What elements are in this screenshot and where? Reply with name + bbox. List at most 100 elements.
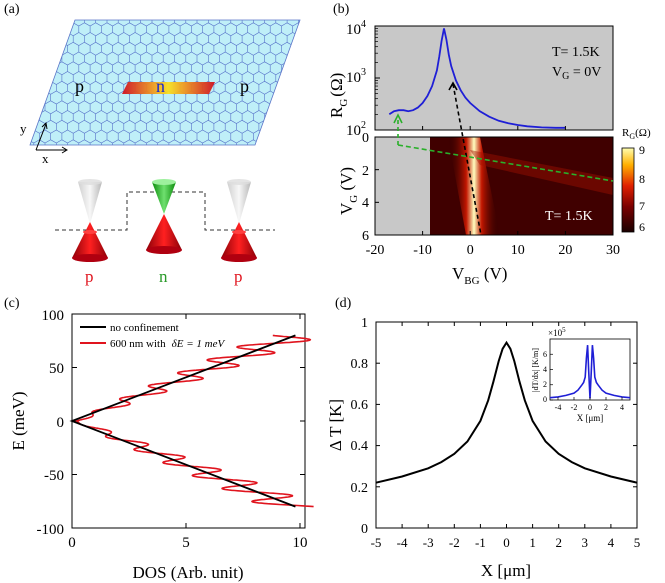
region-right-label: p xyxy=(240,76,249,96)
c-ytick-100: 100 xyxy=(42,308,65,324)
n-region-bar xyxy=(122,82,215,94)
c-legend-label-black: no confinement xyxy=(110,322,179,334)
green-dashed-guide xyxy=(397,144,614,182)
c-ylabel: E (meV) xyxy=(9,391,28,450)
d-xtick-1: 1 xyxy=(529,535,536,550)
d-inset-xtick-0: 0 xyxy=(588,403,592,412)
b-bottom-xtick-3: 10 xyxy=(511,243,525,258)
d-inset-ytick-4: 4 xyxy=(543,365,547,374)
b-bottom-xtick-5: 30 xyxy=(606,243,620,258)
b-bottom-ytick-0: 0 xyxy=(362,131,369,146)
d-ytick-0.8: 0.8 xyxy=(351,357,369,372)
d-xtick--3: -3 xyxy=(423,535,434,550)
d-inset-ticks xyxy=(550,353,623,401)
colorbar-tick-6: 6 xyxy=(639,220,645,234)
d-xtick--4: -4 xyxy=(397,535,408,550)
panel-label-d: (d) xyxy=(335,296,352,311)
xy-axes xyxy=(35,121,68,154)
d-inset-xlabel: X [μm] xyxy=(577,413,604,423)
d-ytick-1: 1 xyxy=(361,316,368,331)
d-ticks xyxy=(375,321,638,529)
axis-x-label: x xyxy=(42,151,49,166)
d-xtick-4: 4 xyxy=(608,535,615,550)
c-ytick-m100: -100 xyxy=(37,522,65,538)
cone-label-p-right: p xyxy=(234,267,243,286)
c-xtick-0: 0 xyxy=(68,535,76,551)
d-xtick--2: -2 xyxy=(449,535,460,550)
b-bottom-xtick-1: -10 xyxy=(413,243,432,258)
black-arrow-head xyxy=(448,81,458,91)
b-bottom-ytick-4: 4 xyxy=(362,196,369,211)
d-inset-ytick-6: 6 xyxy=(543,350,547,359)
region-left-label: p xyxy=(75,76,84,96)
d-inset-xtick-2: 2 xyxy=(604,403,608,412)
d-ylabel: Δ T [K] xyxy=(326,399,345,451)
b-top-vg: VG = 0V xyxy=(552,65,601,82)
panel-a-diagram: p n p y x p n p xyxy=(20,19,301,286)
panel-b-chart: 102 103 104 RG(Ω) T= 1.5K VG = 0V -20 -1… xyxy=(327,19,651,287)
dirac-cone-left xyxy=(72,179,108,262)
b-top-ytick-4: 104 xyxy=(346,19,366,38)
colorbar-tick-8: 8 xyxy=(639,172,645,186)
b-top-ylabel: RG(Ω) xyxy=(327,73,350,118)
panel-label-a: (a) xyxy=(4,2,20,17)
b-top-resistance-curve xyxy=(388,28,566,129)
d-ytick-0.4: 0.4 xyxy=(351,439,369,454)
b-bottom-xtick-4: 20 xyxy=(558,243,572,258)
b-top-temp: T= 1.5K xyxy=(552,45,600,60)
d-inset-ytick-0: 0 xyxy=(543,395,547,404)
c-xtick-10: 10 xyxy=(293,535,308,551)
b-bottom-temp: T= 1.5K xyxy=(545,209,593,224)
heatmap-diagonal xyxy=(470,150,613,195)
d-xtick--1: -1 xyxy=(475,535,486,550)
c-xlabel: DOS (Arb. unit) xyxy=(133,563,244,582)
d-ytick-0: 0 xyxy=(361,522,368,537)
region-center-label: n xyxy=(156,76,165,96)
dirac-cone-center xyxy=(146,179,182,254)
b-top-ticks xyxy=(374,25,614,131)
c-ticks xyxy=(71,313,305,529)
d-inset-ylabel: |dT/dx| [K/m] xyxy=(531,348,540,392)
d-inset-xtick-4: 4 xyxy=(620,403,624,412)
colorbar-tick-9: 9 xyxy=(639,143,645,157)
d-inset-scale: ×105 xyxy=(548,326,566,338)
dirac-cone-right xyxy=(221,179,257,262)
panel-label-c: (c) xyxy=(4,296,20,311)
cone-label-n: n xyxy=(159,267,168,286)
colorbar-title: RG(Ω) xyxy=(622,127,651,141)
c-ytick-m50: -50 xyxy=(44,468,64,484)
c-linear-dos-curve xyxy=(69,334,296,508)
c-ytick-0: 0 xyxy=(57,415,65,431)
d-ytick-0.2: 0.2 xyxy=(351,481,369,496)
b-bottom-xtick-0: -20 xyxy=(366,243,385,258)
c-confined-dos-curve xyxy=(74,334,314,508)
b-top-plot-area xyxy=(374,25,614,131)
d-xlabel: X [μm] xyxy=(481,561,531,580)
b-top-ytick-3: 103 xyxy=(346,67,366,86)
c-xtick-5: 5 xyxy=(182,535,190,551)
colorbar-tick-7: 7 xyxy=(639,199,645,213)
d-inset-xtick-m4: -4 xyxy=(555,403,562,412)
d-ytick-0.6: 0.6 xyxy=(351,398,369,413)
d-inset-ytick-2: 2 xyxy=(543,380,547,389)
c-legend-label-red: 600 nm with δE = 1 meV xyxy=(110,338,225,350)
cone-label-p-left: p xyxy=(85,267,94,286)
b-top-ytick-2: 102 xyxy=(346,120,366,139)
black-dashed-guide xyxy=(452,83,482,236)
d-xtick-0: 0 xyxy=(503,535,510,550)
d-xtick--5: -5 xyxy=(371,535,382,550)
d-xtick-5: 5 xyxy=(634,535,641,550)
c-ytick-50: 50 xyxy=(49,361,64,377)
axis-y-label: y xyxy=(20,121,27,136)
heatmap-ridge xyxy=(448,137,500,235)
b-bottom-ylabel: VG (V) xyxy=(337,167,360,215)
d-xtick-3: 3 xyxy=(582,535,589,550)
b-bottom-ticks xyxy=(374,136,614,236)
b-bottom-xlabel: VBG (V) xyxy=(452,264,507,287)
colorbar xyxy=(621,147,635,233)
d-temperature-curve xyxy=(375,340,638,484)
d-xtick-2: 2 xyxy=(555,535,562,550)
d-inset-xtick-m2: -2 xyxy=(571,403,578,412)
